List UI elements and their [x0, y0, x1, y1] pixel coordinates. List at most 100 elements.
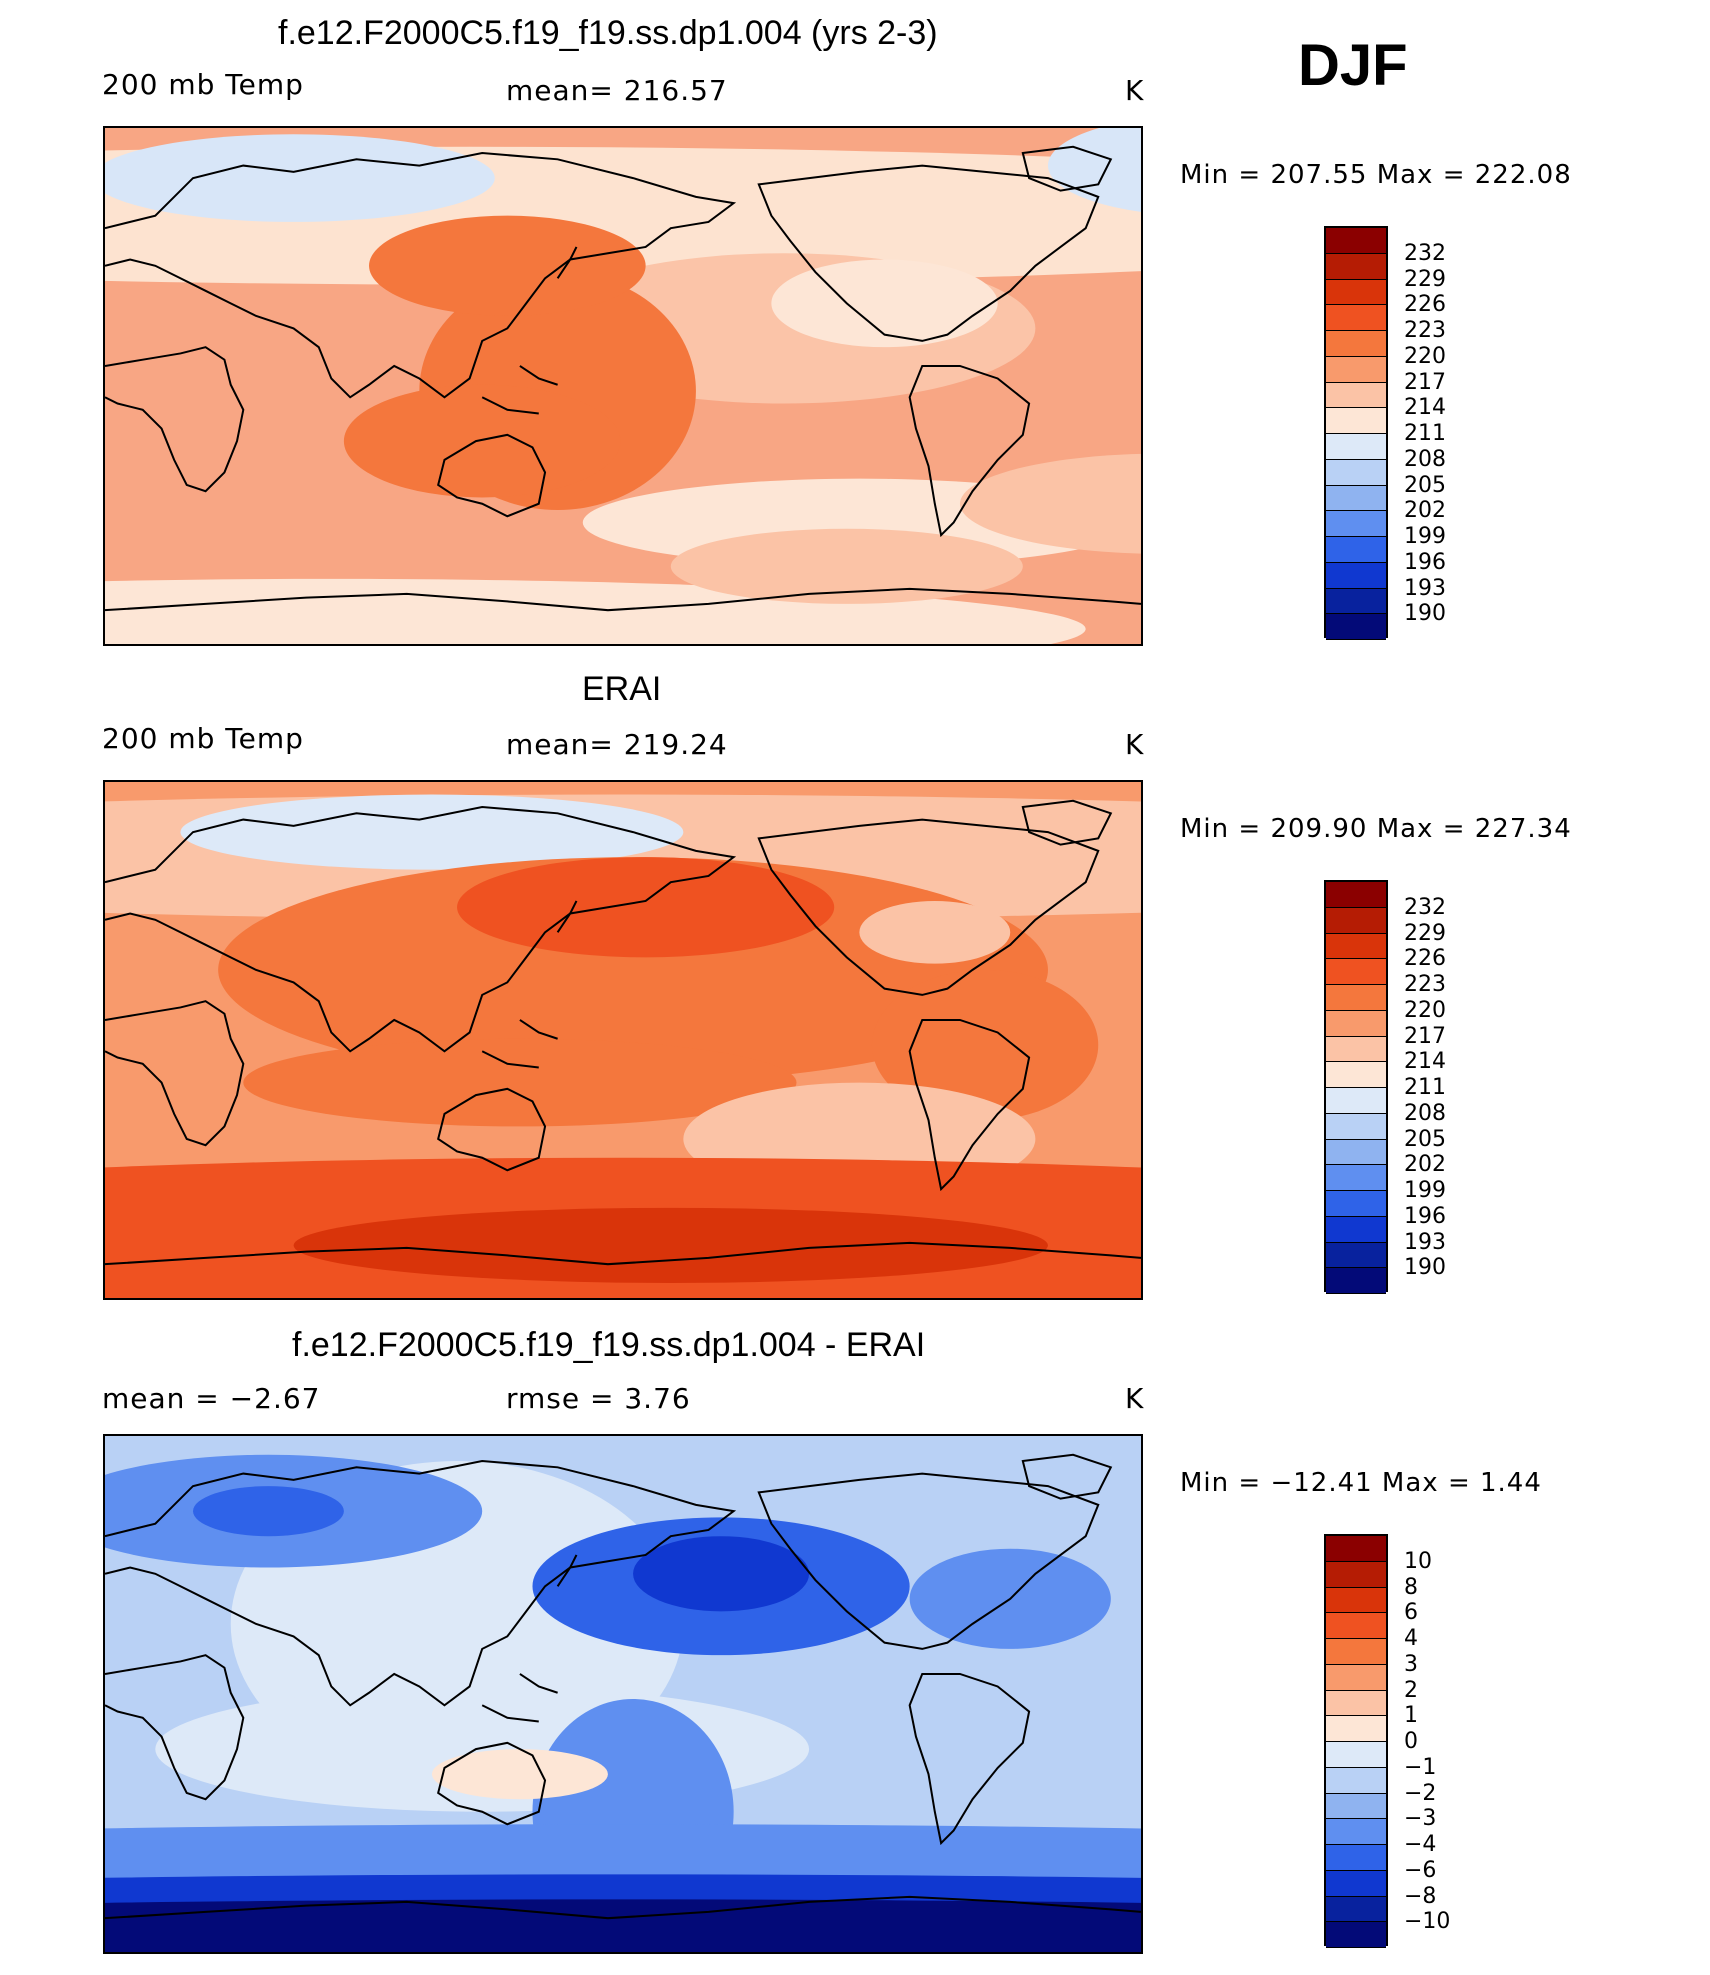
colorbar-swatch — [1326, 1613, 1386, 1639]
colorbar-swatch — [1326, 985, 1386, 1011]
coastline — [481, 900, 578, 1069]
panel-1-variable-label: 200 mb Temp — [102, 68, 304, 101]
colorbar-swatch — [1326, 253, 1386, 280]
colorbar-swatch — [1326, 1639, 1386, 1665]
colorbar-tick-label: 205 — [1404, 1126, 1446, 1152]
colorbar-tick-label: −10 — [1404, 1909, 1451, 1935]
colorbar-swatch — [1326, 1165, 1386, 1191]
panel-3-title: f.e12.F2000C5.f19_f19.ss.dp1.004 - ERAI — [292, 1326, 926, 1364]
contour-region — [1048, 128, 1141, 212]
colorbar-tick-label: 3 — [1404, 1651, 1418, 1677]
colorbar-swatch — [1326, 1113, 1386, 1140]
coastline — [105, 806, 737, 1053]
panel-3-units: K — [1125, 1382, 1145, 1415]
coastline — [1021, 145, 1113, 192]
contour-region — [343, 384, 621, 498]
contour-region — [193, 1486, 344, 1537]
coastline — [908, 1672, 1031, 1846]
colorbar-tick-label: 8 — [1404, 1574, 1418, 1600]
colorbar-swatch — [1326, 305, 1386, 331]
colorbar-tick-label: 199 — [1404, 524, 1446, 549]
coastline — [757, 164, 1100, 342]
colorbar-tick-label: −4 — [1404, 1832, 1437, 1857]
colorbar-tick-label: 196 — [1404, 1203, 1446, 1229]
panel-2-variable-label: 200 mb Temp — [102, 722, 304, 755]
colorbar-swatch — [1326, 1819, 1386, 1845]
colorbar-tick-label: 1 — [1404, 1703, 1418, 1729]
colorbar-tick-label: 193 — [1404, 1229, 1446, 1255]
panel-2-temperature-field — [105, 782, 1141, 1298]
coastline — [1021, 799, 1113, 846]
colorbar-swatch — [1326, 1690, 1386, 1717]
coastline — [105, 1895, 1141, 1920]
colorbar-swatch — [1326, 1062, 1386, 1088]
coastline — [105, 1000, 245, 1147]
coastline — [105, 152, 737, 399]
colorbar-swatch — [1326, 588, 1386, 615]
panel-1-mean-label: mean= 216.57 — [506, 74, 728, 107]
colorbar-tick-label: 193 — [1404, 575, 1446, 601]
colorbar-swatch — [1326, 1191, 1386, 1217]
panel-1-temperature-field — [105, 128, 1141, 644]
colorbar-swatch — [1326, 907, 1386, 934]
contour-region — [243, 1038, 797, 1127]
colorbar-tick-label: 214 — [1404, 395, 1446, 421]
colorbar-tick-label: 232 — [1404, 894, 1446, 920]
colorbar-swatch — [1326, 1536, 1386, 1562]
colorbar-tick-label: 2 — [1404, 1677, 1418, 1703]
panel-2-units: K — [1125, 728, 1145, 761]
colorbar-tick-label: 199 — [1404, 1178, 1446, 1203]
colorbar-swatch — [1326, 1088, 1386, 1114]
coastline — [437, 433, 547, 518]
colorbar-swatch — [1326, 1896, 1386, 1923]
panel-1-minmax: Min = 207.55 Max = 222.08 — [1180, 160, 1572, 190]
colorbar-tick-label: 208 — [1404, 1100, 1446, 1126]
coastline — [481, 246, 578, 415]
coastline — [481, 1554, 578, 1723]
panel-2-title: ERAI — [582, 670, 662, 708]
colorbar-tick-label: 205 — [1404, 472, 1446, 498]
colorbar-swatch — [1326, 1716, 1386, 1742]
coastline — [908, 364, 1031, 538]
coastline — [908, 1018, 1031, 1192]
coastline — [437, 1741, 547, 1826]
contour-region — [105, 134, 495, 222]
colorbar-tick-label: 226 — [1404, 292, 1446, 318]
contour-region — [431, 1749, 608, 1800]
contour-region — [771, 259, 998, 348]
colorbar-tick-label: 220 — [1404, 343, 1446, 369]
coastline — [437, 1087, 547, 1172]
contour-region — [369, 215, 646, 316]
colorbar-tick-label: 217 — [1404, 369, 1446, 395]
contour-region — [633, 1536, 810, 1612]
colorbar-tick-label: 0 — [1404, 1729, 1418, 1754]
panel-2-mean-label: mean= 219.24 — [506, 728, 728, 761]
colorbar-swatch — [1326, 382, 1386, 409]
contour-region — [960, 453, 1141, 554]
colorbar-swatch — [1326, 882, 1386, 908]
colorbar-swatch — [1326, 562, 1386, 589]
panel-2-colorbar: 232 229 226 223 220 217 214 211 208 205 202 199 196 1… — [1324, 880, 1446, 1294]
colorbar-swatch — [1326, 485, 1386, 512]
coastline — [105, 1654, 245, 1801]
colorbar-swatch — [1326, 1664, 1386, 1691]
coastline — [105, 346, 245, 493]
colorbar-swatch — [1326, 1587, 1386, 1614]
colorbar-tick-label: −1 — [1404, 1754, 1437, 1780]
panel-1-map — [103, 126, 1143, 646]
colorbar-tick-label: 208 — [1404, 446, 1446, 472]
colorbar-tick-label: 196 — [1404, 549, 1446, 575]
colorbar-swatch — [1326, 459, 1386, 486]
coastline — [105, 587, 1141, 612]
colorbar-swatch — [1326, 1561, 1386, 1588]
colorbar-swatch — [1326, 1742, 1386, 1768]
panel-3-difference-field — [105, 1436, 1141, 1952]
colorbar-swatch — [1326, 1767, 1386, 1794]
panel-1-units: K — [1125, 74, 1145, 107]
colorbar-swatch — [1326, 1922, 1386, 1948]
colorbar-tick-label: 190 — [1404, 1255, 1446, 1281]
colorbar-tick-label: 4 — [1404, 1626, 1418, 1651]
contour-region — [293, 1207, 1048, 1283]
colorbar-tick-label: 211 — [1404, 421, 1446, 446]
colorbar-swatch — [1326, 434, 1386, 460]
